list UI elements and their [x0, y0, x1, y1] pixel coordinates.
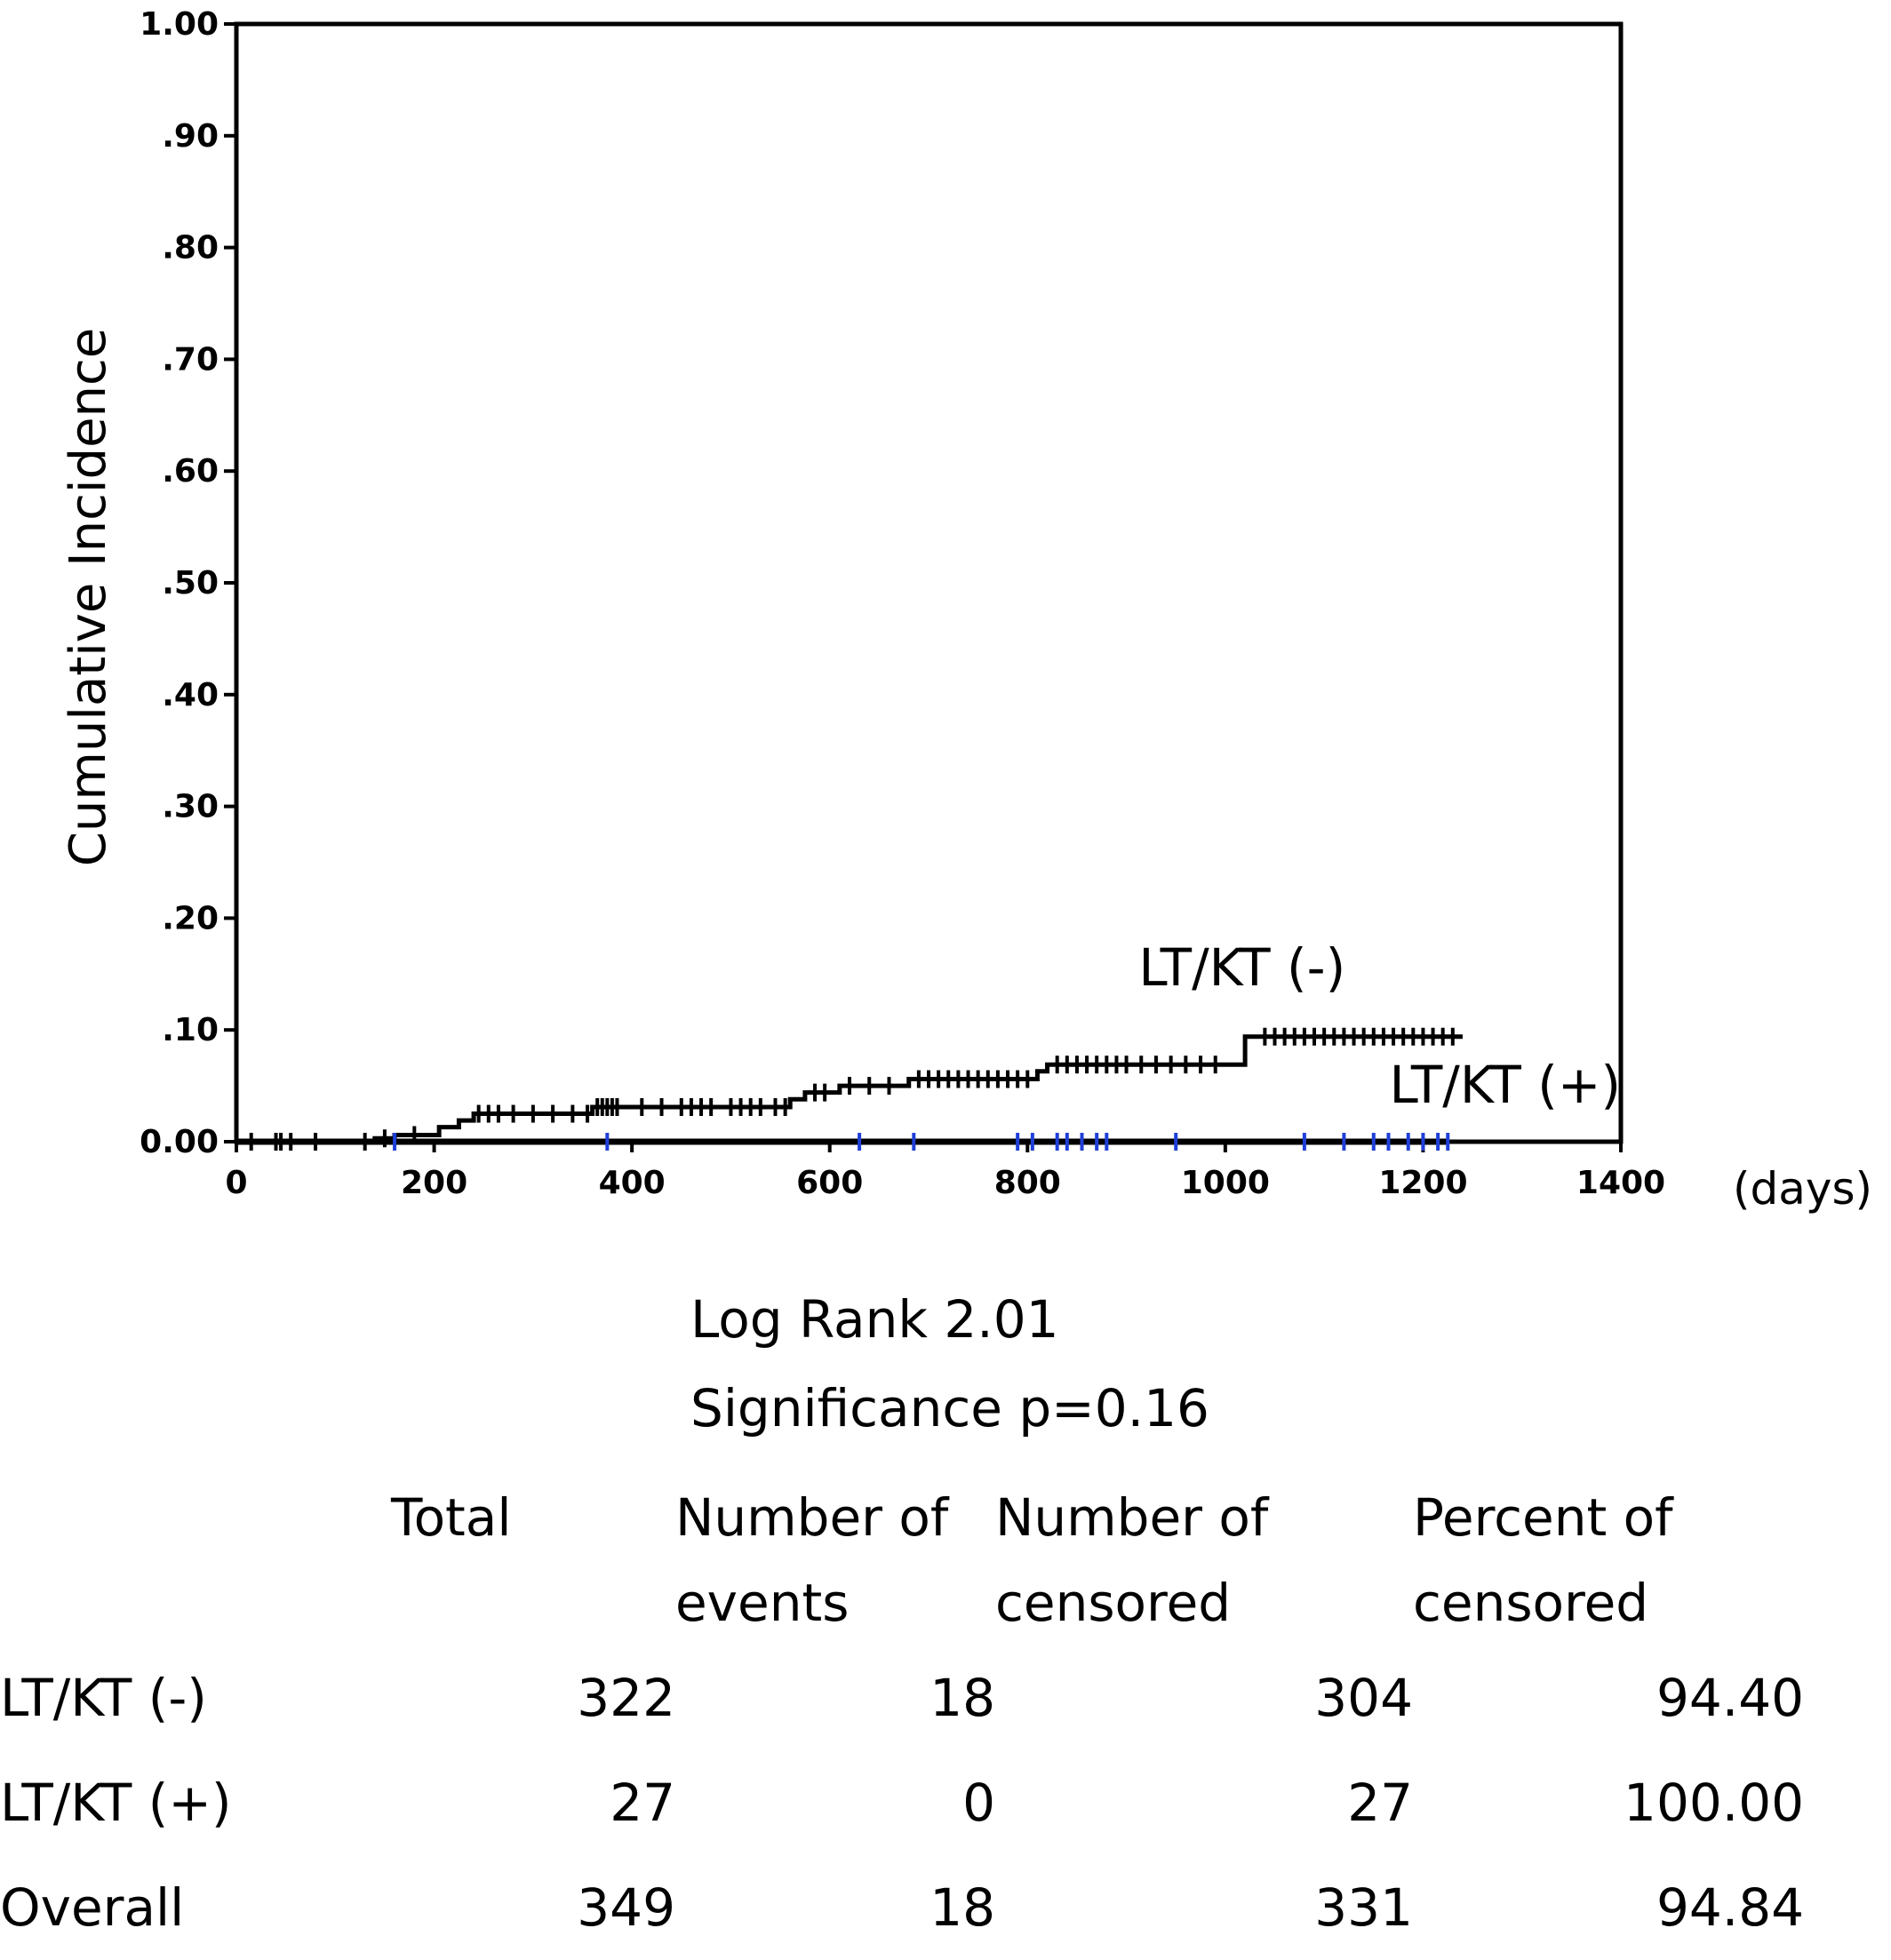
- row-events: 18: [930, 1877, 995, 1938]
- series-labels: LT/KT (-) LT/KT (+): [1138, 937, 1621, 1115]
- x-tick-label: 0: [225, 1165, 247, 1201]
- y-tick-label: .90: [162, 118, 219, 155]
- y-tick-label: .30: [162, 789, 219, 825]
- log-rank-text: Log Rank 2.01: [690, 1289, 1059, 1350]
- y-tick-label: 0.00: [140, 1124, 219, 1160]
- x-tick-label: 400: [599, 1165, 666, 1201]
- plot-frame: [234, 21, 1624, 1144]
- y-axis-ticks: 0.00 .10 .20 .30 .40 .50 .60 .70 .80 .90 1.00: [140, 6, 236, 1160]
- censoring-summary-table: Total Number of events Number of censore…: [0, 1475, 1804, 1960]
- significance-text: Significance p=0.16: [690, 1378, 1209, 1438]
- table-row: LT/KT (+) 27 0 27 100.00: [0, 1750, 1804, 1855]
- row-censored: 304: [1314, 1668, 1413, 1728]
- series-label: LT/KT (+): [1390, 1055, 1622, 1115]
- table-header-row: Total Number of events Number of censore…: [0, 1475, 1804, 1645]
- y-tick-label: .60: [162, 453, 219, 490]
- row-total: 27: [610, 1773, 675, 1833]
- x-tick-label: 800: [994, 1165, 1061, 1201]
- row-censored: 331: [1314, 1877, 1413, 1938]
- row-events: 0: [962, 1773, 995, 1833]
- y-tick-label: 1.00: [140, 6, 219, 43]
- y-tick-label: .20: [162, 900, 219, 936]
- x-tick-label: 1200: [1378, 1165, 1467, 1201]
- x-axis-unit: (days): [1733, 1163, 1872, 1215]
- log-rank-stats: Log Rank 2.01 Significance p=0.16: [690, 1275, 1209, 1453]
- y-axis-title: Cumulative Incidence: [60, 328, 117, 867]
- cumulative-incidence-chart: 0.00 .10 .20 .30 .40 .50 .60 .70 .80 .90 1.00 0 200…: [60, 6, 1872, 1215]
- series-label: LT/KT (-): [1138, 937, 1345, 998]
- row-censored: 27: [1347, 1773, 1413, 1833]
- row-percent: 94.84: [1656, 1877, 1804, 1938]
- row-events: 18: [930, 1668, 995, 1728]
- y-tick-label: .70: [162, 341, 219, 378]
- y-tick-label: .80: [162, 230, 219, 267]
- series-layer: [236, 1027, 1463, 1151]
- row-total: 349: [577, 1877, 675, 1938]
- y-tick-label: .10: [162, 1012, 219, 1048]
- x-tick-label: 600: [796, 1165, 863, 1201]
- x-tick-label: 1400: [1576, 1165, 1665, 1201]
- header-censored: Number of censored: [995, 1487, 1269, 1633]
- header-blank: [0, 1475, 391, 1645]
- row-label: Overall: [0, 1877, 185, 1938]
- table-row: Overall 349 18 331 94.84: [0, 1855, 1804, 1960]
- header-events: Number of events: [675, 1487, 949, 1633]
- y-tick-label: .40: [162, 677, 219, 713]
- row-label: LT/KT (+): [0, 1773, 232, 1833]
- table-row: LT/KT (-) 322 18 304 94.40: [0, 1645, 1804, 1750]
- x-tick-label: 1000: [1181, 1165, 1270, 1201]
- row-total: 322: [577, 1668, 675, 1728]
- row-percent: 94.40: [1656, 1668, 1804, 1728]
- y-tick-label: .50: [162, 565, 219, 602]
- series-line-lt-kt-negative: [236, 1034, 1463, 1144]
- row-percent: 100.00: [1624, 1773, 1804, 1833]
- x-tick-label: 200: [401, 1165, 467, 1201]
- row-label: LT/KT (-): [0, 1668, 207, 1728]
- header-percent: Percent of censored: [1413, 1487, 1673, 1633]
- x-axis-ticks: 0 200 400 600 800 1000 1200 1400: [225, 1142, 1665, 1201]
- header-total: Total: [391, 1487, 512, 1548]
